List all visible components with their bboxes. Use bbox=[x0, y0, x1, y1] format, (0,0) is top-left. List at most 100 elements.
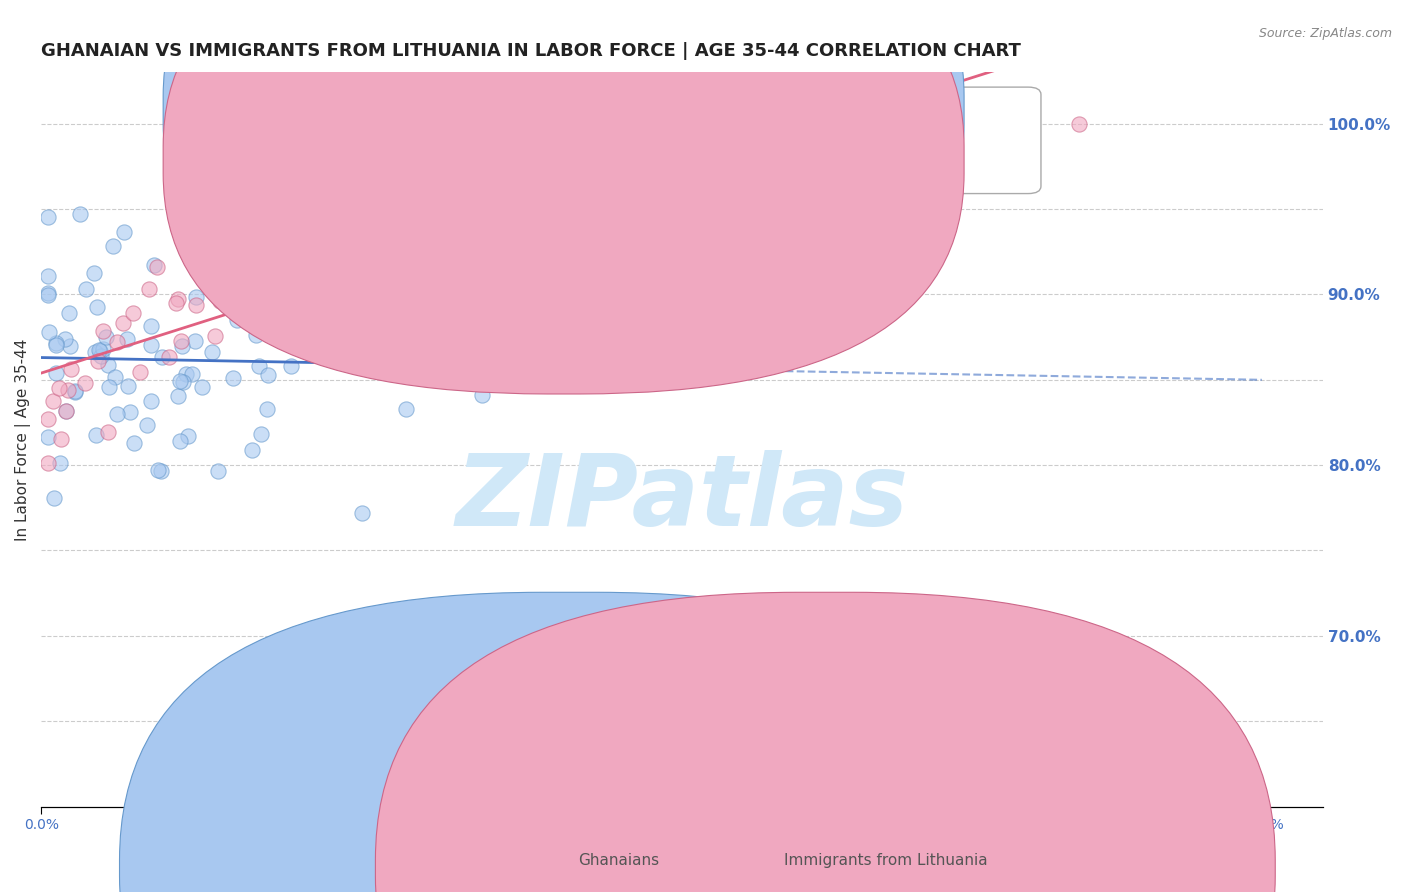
Point bbox=[37, 456, 59, 470]
Point bbox=[172, 375, 194, 389]
Point bbox=[42, 491, 65, 505]
Point bbox=[142, 258, 165, 272]
Point bbox=[101, 239, 124, 253]
Point bbox=[90, 349, 112, 363]
Text: ZIPatlas: ZIPatlas bbox=[456, 450, 908, 547]
Point bbox=[146, 260, 169, 275]
Point bbox=[250, 426, 273, 441]
Point bbox=[49, 457, 72, 471]
Point bbox=[37, 430, 59, 444]
Point bbox=[53, 332, 76, 346]
Point bbox=[91, 343, 114, 357]
Point bbox=[69, 207, 91, 221]
Point bbox=[111, 316, 134, 330]
Point bbox=[104, 369, 127, 384]
Point bbox=[352, 506, 374, 520]
Point bbox=[97, 425, 120, 439]
Point bbox=[174, 367, 197, 381]
Point bbox=[353, 351, 375, 365]
Point bbox=[166, 389, 188, 403]
Point bbox=[58, 383, 80, 397]
Point bbox=[412, 343, 434, 357]
Point bbox=[58, 305, 80, 319]
Point bbox=[291, 301, 314, 315]
Point bbox=[59, 339, 82, 353]
Point bbox=[63, 384, 86, 399]
Point bbox=[471, 387, 494, 401]
Text: Ghanaians: Ghanaians bbox=[578, 854, 659, 868]
Point bbox=[45, 335, 67, 350]
Text: R =  0.75   N = 30: R = 0.75 N = 30 bbox=[599, 152, 794, 169]
Point bbox=[385, 316, 408, 330]
Y-axis label: In Labor Force | Age 35-44: In Labor Force | Age 35-44 bbox=[15, 338, 31, 541]
Point bbox=[498, 366, 520, 380]
Point bbox=[183, 334, 205, 348]
Point bbox=[198, 243, 221, 257]
Point bbox=[120, 405, 142, 419]
Point bbox=[37, 210, 59, 224]
Point bbox=[221, 370, 243, 384]
Point bbox=[89, 344, 111, 359]
Point bbox=[87, 354, 110, 368]
Point bbox=[285, 257, 308, 271]
Point bbox=[45, 338, 67, 352]
Point bbox=[139, 318, 162, 333]
Point bbox=[225, 313, 247, 327]
Point bbox=[49, 432, 72, 446]
Point bbox=[97, 380, 120, 394]
Point bbox=[141, 338, 163, 352]
Point bbox=[208, 294, 231, 309]
Point bbox=[121, 306, 143, 320]
Point bbox=[37, 285, 59, 300]
Point bbox=[146, 463, 169, 477]
FancyBboxPatch shape bbox=[163, 0, 965, 344]
Point bbox=[107, 407, 129, 421]
Point bbox=[37, 268, 59, 283]
Text: GHANAIAN VS IMMIGRANTS FROM LITHUANIA IN LABOR FORCE | AGE 35-44 CORRELATION CHA: GHANAIAN VS IMMIGRANTS FROM LITHUANIA IN… bbox=[41, 42, 1021, 60]
Point bbox=[115, 332, 138, 346]
Point bbox=[135, 418, 157, 433]
Point bbox=[117, 378, 139, 392]
Point bbox=[280, 359, 302, 374]
Point bbox=[257, 368, 280, 383]
Point bbox=[96, 329, 118, 343]
Point bbox=[245, 328, 267, 343]
Point bbox=[141, 393, 163, 408]
Point bbox=[38, 325, 60, 339]
Point bbox=[177, 429, 200, 443]
Point bbox=[84, 428, 107, 442]
Point bbox=[55, 404, 77, 418]
Point bbox=[249, 359, 271, 374]
Point bbox=[37, 288, 59, 302]
Point bbox=[180, 367, 202, 381]
Point bbox=[169, 434, 191, 448]
Point bbox=[83, 266, 105, 280]
Point bbox=[59, 362, 82, 376]
Point bbox=[128, 365, 150, 379]
Point bbox=[152, 350, 174, 364]
Point bbox=[167, 292, 190, 306]
Point bbox=[359, 257, 381, 271]
Point bbox=[170, 339, 193, 353]
Point bbox=[65, 384, 87, 399]
Point bbox=[96, 359, 118, 373]
Point bbox=[207, 464, 229, 478]
Point bbox=[112, 225, 135, 239]
Point bbox=[304, 154, 326, 169]
Text: Source: ZipAtlas.com: Source: ZipAtlas.com bbox=[1258, 27, 1392, 40]
Point bbox=[75, 282, 97, 296]
Point bbox=[105, 335, 128, 350]
Point bbox=[170, 334, 193, 348]
Point bbox=[240, 443, 263, 458]
Point bbox=[93, 324, 115, 338]
Point bbox=[157, 350, 180, 364]
Point bbox=[169, 374, 191, 388]
Point bbox=[190, 380, 212, 394]
Point bbox=[87, 343, 110, 358]
Point bbox=[184, 290, 207, 304]
Point bbox=[48, 381, 70, 395]
Point bbox=[42, 394, 65, 409]
Point bbox=[297, 328, 319, 343]
Point bbox=[165, 296, 187, 310]
FancyBboxPatch shape bbox=[163, 0, 965, 394]
